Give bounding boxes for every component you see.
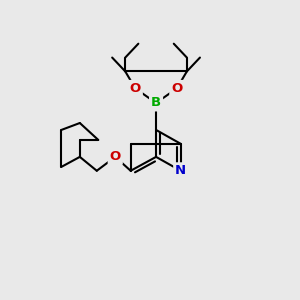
Text: N: N: [175, 164, 186, 177]
Text: O: O: [110, 150, 121, 164]
Text: O: O: [171, 82, 182, 95]
Text: O: O: [130, 82, 141, 95]
Text: B: B: [151, 97, 161, 110]
